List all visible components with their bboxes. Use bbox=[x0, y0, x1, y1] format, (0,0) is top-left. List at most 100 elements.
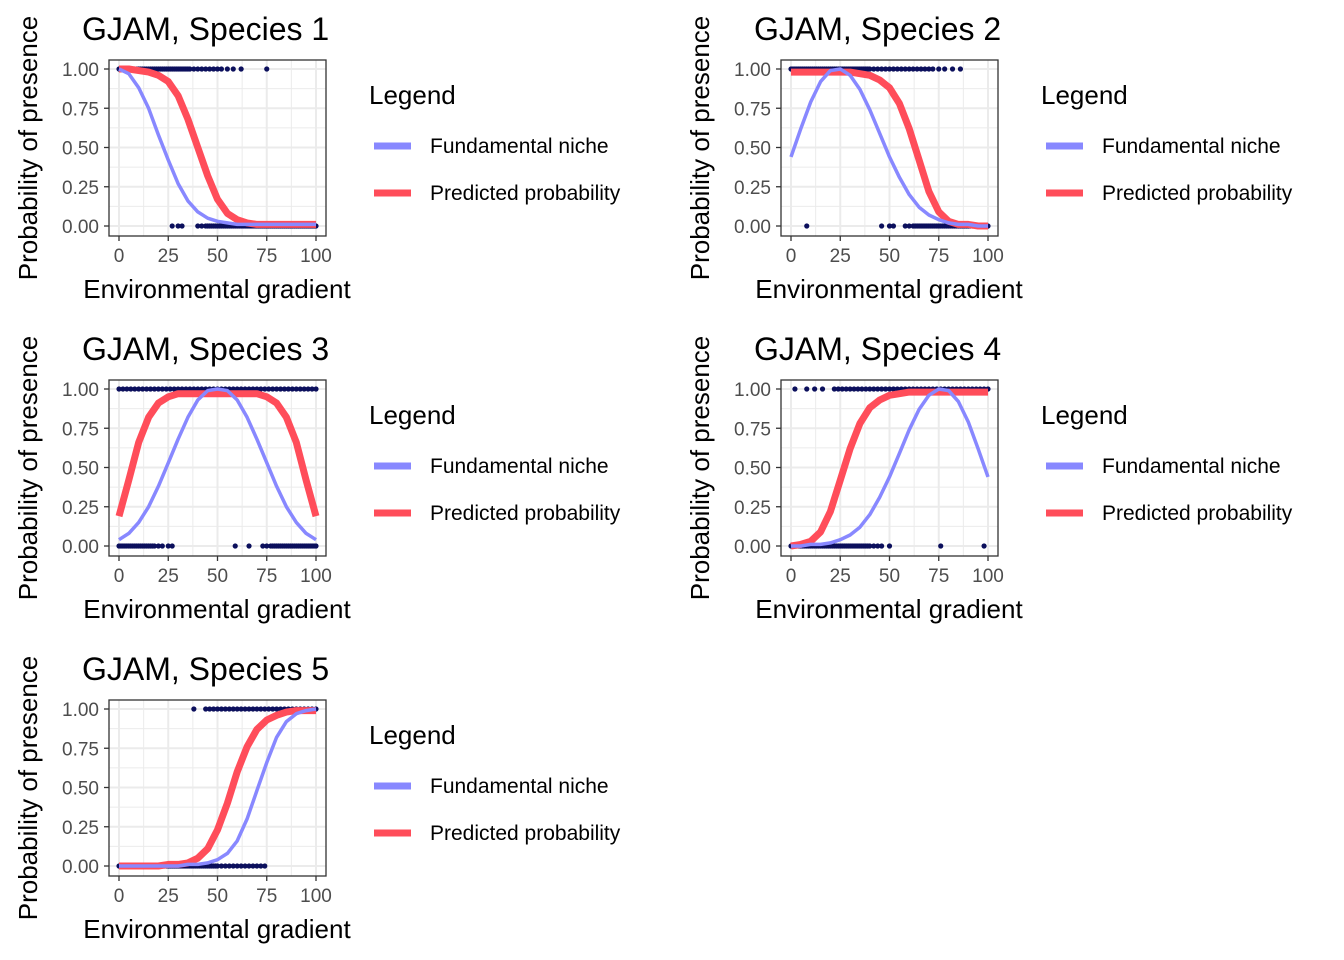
y-tick-label: 0.50 bbox=[734, 139, 771, 160]
presence-point bbox=[936, 66, 942, 72]
y-tick-label: 0.75 bbox=[62, 739, 99, 760]
presence-point bbox=[163, 386, 169, 392]
presence-point bbox=[886, 66, 893, 72]
presence-point bbox=[930, 66, 936, 72]
x-tick-label: 50 bbox=[879, 566, 900, 587]
presence-point bbox=[843, 386, 849, 392]
absence-point bbox=[250, 863, 256, 869]
presence-point bbox=[218, 66, 225, 72]
legend: Legend Fundamental niche Predicted probabi… bbox=[369, 80, 621, 205]
absence-point bbox=[159, 543, 165, 549]
series-line-predicted-probability bbox=[790, 388, 988, 550]
legend-label: Fundamental niche bbox=[430, 135, 609, 158]
presence-point bbox=[171, 386, 177, 392]
presence-point bbox=[262, 706, 268, 712]
y-axis-title: Probability of presence bbox=[685, 16, 715, 280]
y-tick-label: 0.75 bbox=[734, 419, 771, 440]
x-tick-label: 75 bbox=[256, 886, 277, 907]
x-tick-label: 25 bbox=[830, 246, 851, 267]
presence-point bbox=[879, 66, 885, 72]
y-axis-title: Probability of presence bbox=[13, 16, 43, 280]
presence-point bbox=[851, 386, 857, 392]
x-tick-label: 100 bbox=[972, 566, 1004, 587]
x-axis-title: Environmental gradient bbox=[755, 594, 1023, 624]
presence-point bbox=[120, 386, 126, 392]
absence-point bbox=[886, 223, 893, 229]
presence-point bbox=[882, 66, 889, 72]
presence-point bbox=[882, 386, 889, 392]
absence-point bbox=[938, 543, 944, 549]
presence-point bbox=[949, 66, 956, 72]
presence-point bbox=[195, 66, 201, 72]
absence-point bbox=[238, 863, 244, 869]
x-axis-title: Environmental gradient bbox=[83, 914, 351, 944]
presence-point bbox=[914, 66, 920, 72]
presence-point bbox=[143, 386, 150, 392]
x-tick-label: 25 bbox=[830, 566, 851, 587]
presence-point bbox=[266, 706, 272, 712]
presence-point bbox=[812, 386, 818, 392]
presence-point bbox=[274, 386, 280, 392]
x-tick-label: 0 bbox=[114, 246, 125, 267]
presence-point bbox=[285, 386, 292, 392]
y-tick-label: 0.25 bbox=[62, 498, 99, 519]
series-line-fundamental-niche bbox=[118, 387, 317, 542]
absence-point bbox=[264, 543, 270, 549]
legend: Legend Fundamental niche Predicted probabi… bbox=[1041, 80, 1293, 205]
x-axis-title: Environmental gradient bbox=[83, 274, 351, 304]
presence-point bbox=[922, 66, 928, 72]
legend-label: Predicted probability bbox=[1102, 182, 1293, 205]
y-tick-label: 1.00 bbox=[734, 380, 771, 401]
presence-point bbox=[124, 386, 130, 392]
absence-point bbox=[254, 863, 260, 869]
presence-point bbox=[281, 386, 288, 392]
presence-point bbox=[835, 386, 841, 392]
absence-point bbox=[906, 223, 912, 229]
presence-point bbox=[258, 386, 264, 392]
presence-point bbox=[230, 66, 236, 72]
legend-label: Predicted probability bbox=[430, 822, 621, 845]
presence-point bbox=[203, 66, 209, 72]
x-tick-label: 50 bbox=[207, 246, 228, 267]
presence-point bbox=[214, 706, 221, 712]
presence-point bbox=[871, 66, 877, 72]
presence-point bbox=[207, 706, 213, 712]
absence-point bbox=[902, 223, 908, 229]
absence-point bbox=[175, 223, 181, 229]
absence-point bbox=[199, 223, 205, 229]
absence-point bbox=[875, 543, 881, 549]
y-tick-label: 0.25 bbox=[62, 178, 99, 199]
presence-point bbox=[238, 706, 244, 712]
absence-point bbox=[214, 863, 221, 869]
presence-point bbox=[879, 386, 885, 392]
absence-point bbox=[879, 543, 885, 549]
presence-point bbox=[270, 706, 276, 712]
absence-point bbox=[804, 223, 810, 229]
presence-point bbox=[894, 66, 900, 72]
absence-point bbox=[242, 863, 248, 869]
chart-title: GJAM, Species 1 bbox=[82, 11, 329, 47]
legend: Legend Fundamental niche Predicted probabi… bbox=[1041, 400, 1293, 525]
legend: Legend Fundamental niche Predicted probabi… bbox=[369, 720, 621, 845]
presence-point bbox=[902, 66, 908, 72]
y-tick-label: 0.25 bbox=[734, 178, 771, 199]
presence-point bbox=[855, 386, 861, 392]
presence-point bbox=[230, 706, 236, 712]
presence-point bbox=[246, 706, 252, 712]
presence-point bbox=[238, 66, 244, 72]
presence-point bbox=[140, 386, 146, 392]
chart-panel-2: GJAM, Species 2 0 25 50 75 100 0.00 0.25 0.50 0.7… bbox=[685, 11, 1293, 304]
presence-point bbox=[942, 66, 948, 72]
x-tick-label: 100 bbox=[300, 886, 332, 907]
presence-point bbox=[151, 386, 158, 392]
x-tick-label: 100 bbox=[300, 246, 332, 267]
presence-point bbox=[214, 66, 221, 72]
absence-point bbox=[222, 863, 228, 869]
presence-point bbox=[313, 386, 319, 392]
presence-point bbox=[116, 386, 122, 392]
absence-point bbox=[260, 543, 266, 549]
series-line-fundamental-niche bbox=[791, 387, 990, 548]
presence-point bbox=[258, 706, 264, 712]
absence-point bbox=[262, 863, 268, 869]
